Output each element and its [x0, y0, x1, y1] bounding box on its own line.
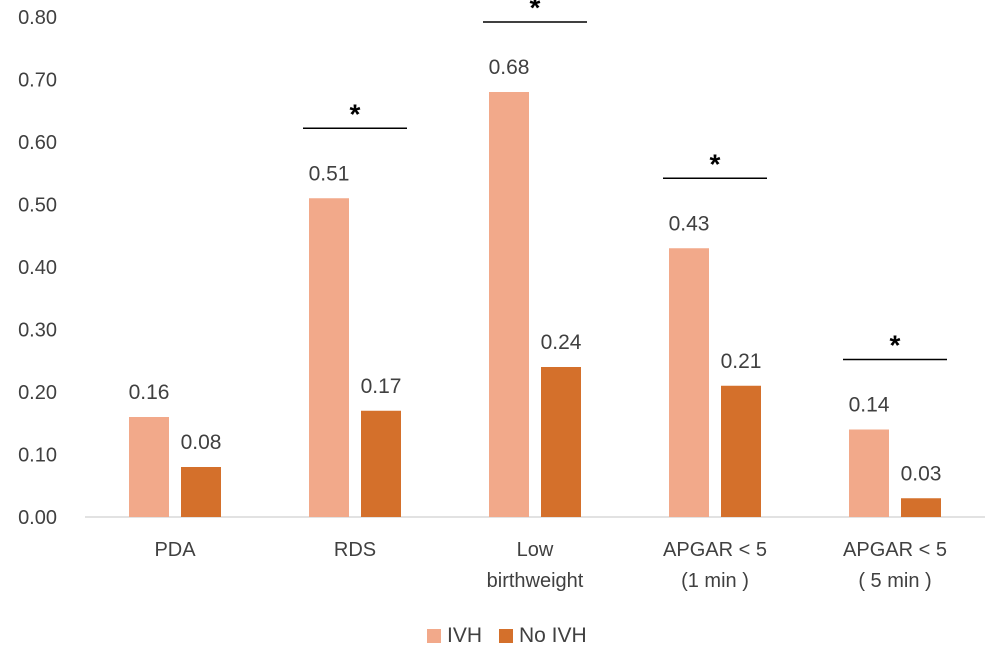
x-category-label: Low — [517, 539, 554, 561]
bar-no-ivh — [361, 410, 401, 517]
legend-swatch-ivh — [427, 629, 441, 643]
data-label: 0.14 — [849, 394, 890, 417]
y-tick-label: 0.70 — [18, 70, 57, 92]
significance-marker: * — [350, 98, 361, 129]
bar-ivh — [309, 198, 349, 517]
legend-label: IVH — [447, 624, 482, 647]
y-tick-label: 0.50 — [18, 195, 57, 217]
data-label: 0.68 — [489, 56, 530, 79]
data-label: 0.16 — [129, 381, 170, 404]
data-label: 0.24 — [541, 331, 582, 354]
bar-no-ivh — [721, 385, 761, 517]
data-label: 0.17 — [361, 375, 402, 398]
x-category-label: APGAR < 5 — [663, 539, 767, 561]
bar-no-ivh — [901, 498, 941, 517]
legend-swatch-no-ivh — [499, 629, 513, 643]
x-category-label: RDS — [334, 539, 376, 561]
significance-marker: * — [530, 0, 541, 23]
bar-ivh — [129, 417, 169, 517]
y-tick-label: 0.20 — [18, 382, 57, 404]
bar-ivh — [849, 429, 889, 517]
bar-no-ivh — [541, 367, 581, 517]
data-label: 0.08 — [181, 431, 222, 454]
y-tick-label: 0.30 — [18, 320, 57, 342]
data-label: 0.21 — [721, 350, 762, 373]
bar-no-ivh — [181, 467, 221, 517]
bar-ivh — [669, 248, 709, 517]
y-tick-label: 0.10 — [18, 445, 57, 467]
y-tick-label: 0.00 — [18, 507, 57, 529]
x-category-label: (1 min ) — [681, 570, 749, 592]
legend-label: No IVH — [519, 624, 587, 647]
bar-ivh — [489, 92, 529, 517]
x-category-label: birthweight — [487, 570, 584, 592]
x-category-label: APGAR < 5 — [843, 539, 947, 561]
y-tick-label: 0.40 — [18, 257, 57, 279]
data-label: 0.43 — [669, 212, 710, 235]
x-category-label: PDA — [154, 539, 196, 561]
significance-marker: * — [890, 330, 901, 361]
data-label: 0.51 — [309, 162, 350, 185]
data-label: 0.03 — [901, 462, 942, 485]
y-tick-label: 0.80 — [18, 7, 57, 29]
x-category-label: ( 5 min ) — [858, 570, 931, 592]
significance-marker: * — [710, 148, 721, 179]
y-tick-label: 0.60 — [18, 132, 57, 154]
